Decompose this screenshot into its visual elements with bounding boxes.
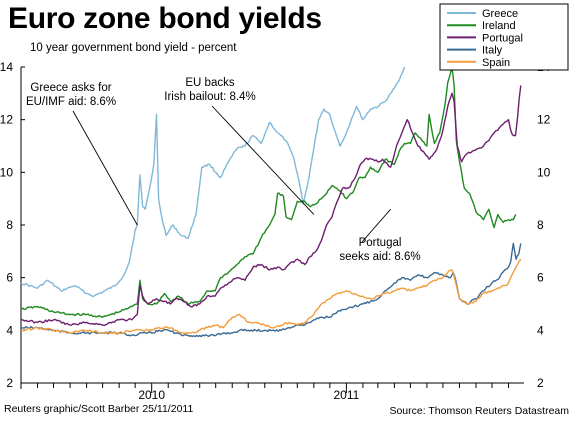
axes: 2244668810101212141420102011: [0, 60, 551, 402]
annotation-text: Portugal: [359, 237, 402, 249]
series-lines: [20, 66, 522, 338]
y-tick-label-right: 6: [537, 271, 544, 285]
y-tick-label-right: 10: [537, 165, 551, 179]
annotations: Greece asks for EU/IMF aid: 8.6% EU backs I…: [26, 77, 421, 263]
series-line-greece: [20, 66, 406, 298]
series-line-spain: [20, 258, 522, 335]
legend-label-greece: Greece: [482, 8, 518, 20]
source-line: Source: Thomson Reuters Datastream: [389, 405, 569, 417]
series-line-portugal: [21, 85, 522, 327]
series-line-italy: [20, 242, 522, 338]
y-tick-label-left: 12: [0, 113, 13, 127]
annotation-text: Irish bailout: 8.4%: [164, 91, 255, 103]
y-tick-label-left: 2: [6, 376, 13, 390]
annotation-text: Greece asks for: [30, 82, 111, 94]
chart-title: Euro zone bond yields: [8, 2, 322, 35]
series-line-ireland: [20, 66, 517, 318]
annotation-text: seeks aid: 8.6%: [339, 251, 420, 263]
y-tick-label-right: 4: [537, 323, 544, 337]
x-tick-label-2011: 2011: [333, 388, 359, 402]
legend-label-italy: Italy: [482, 45, 503, 57]
annotation-text: EU backs: [185, 77, 234, 89]
annotation-text: EU/IMF aid: 8.6%: [26, 96, 116, 108]
y-tick-label-right: 12: [537, 113, 551, 127]
legend-label-ireland: Ireland: [482, 20, 516, 32]
y-tick-label-left: 14: [0, 60, 13, 74]
legend-label-portugal: Portugal: [482, 32, 523, 44]
annotation-leader: [72, 110, 138, 226]
y-tick-label-left: 4: [6, 323, 13, 337]
y-tick-label-left: 8: [6, 218, 13, 232]
y-tick-label-right: 8: [537, 218, 544, 232]
y-tick-label-left: 10: [0, 165, 13, 179]
chart-subtitle: 10 year government bond yield - percent: [30, 42, 237, 54]
annotation-leader: [361, 208, 391, 243]
y-tick-label-right: 2: [537, 376, 544, 390]
x-tick-label-2010: 2010: [138, 388, 165, 402]
credit-line: Reuters graphic/Scott Barber 25/11/2011: [4, 403, 194, 415]
y-tick-label-left: 6: [6, 271, 13, 285]
legend-label-spain: Spain: [482, 57, 510, 69]
annotation-leader: [211, 105, 315, 215]
